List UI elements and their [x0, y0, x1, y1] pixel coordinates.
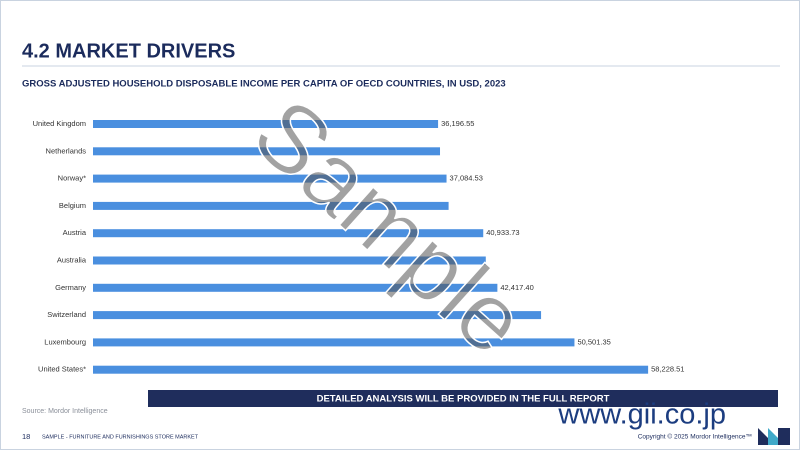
- value-label: 40,933.73: [486, 228, 519, 237]
- slide-title: 4.2 MARKET DRIVERS: [22, 40, 235, 62]
- category-label: Belgium: [59, 201, 86, 210]
- bar: [93, 229, 484, 238]
- footer-text: SAMPLE - FURNITURE AND FURNISHINGS STORE…: [42, 434, 199, 440]
- copyright: Copyright © 2025 Mordor Intelligence™: [638, 433, 752, 441]
- value-label: 58,228.51: [651, 365, 684, 374]
- category-label: Austria: [63, 228, 87, 237]
- banner-text: DETAILED ANALYSIS WILL BE PROVIDED IN TH…: [317, 394, 610, 405]
- bar: [93, 120, 439, 128]
- value-label: 36,196.55: [441, 119, 474, 128]
- bar: [93, 338, 575, 347]
- bar: [93, 174, 447, 183]
- bar: [93, 256, 486, 265]
- category-label: United Kingdom: [33, 119, 86, 128]
- chart-title: GROSS ADJUSTED HOUSEHOLD DISPOSABLE INCO…: [22, 79, 506, 90]
- source: Source: Mordor Intelligence: [22, 408, 108, 415]
- plot-area: United Kingdom 36,196.55 Netherlands Norway…: [33, 119, 684, 374]
- category-label: Netherlands: [46, 146, 87, 155]
- bar: [93, 283, 498, 292]
- category-label: Switzerland: [47, 310, 86, 319]
- category-label: Germany: [55, 283, 86, 292]
- logo: [758, 428, 790, 445]
- value-label: 42,417.40: [500, 283, 533, 292]
- value-label: 37,084.53: [450, 174, 483, 183]
- bar: [93, 147, 441, 156]
- site-watermark: www.gii.co.jp: [557, 399, 726, 431]
- category-label: Norway*: [58, 174, 86, 183]
- bar: [93, 311, 542, 320]
- category-label: Australia: [57, 255, 87, 264]
- category-label: Luxembourg: [44, 337, 86, 346]
- bar: [93, 201, 449, 210]
- value-label: 50,501.35: [577, 337, 610, 346]
- bar: [93, 365, 649, 374]
- page-number: 18: [22, 432, 30, 441]
- category-label: United States*: [38, 365, 86, 374]
- banner: [148, 390, 778, 407]
